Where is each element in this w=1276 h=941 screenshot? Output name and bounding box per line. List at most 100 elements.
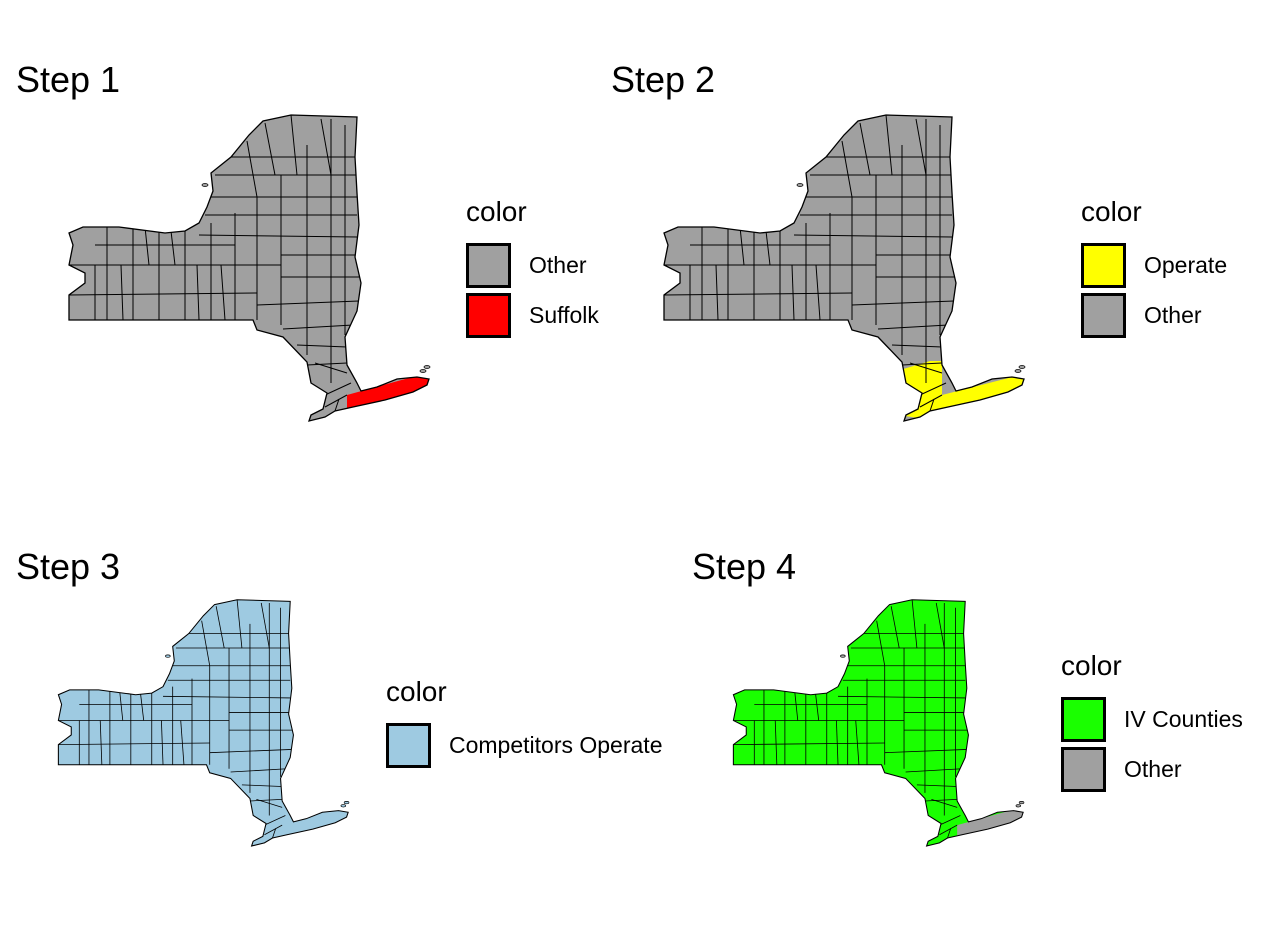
legend-swatch-competitors-operate xyxy=(386,722,431,768)
county-border xyxy=(230,768,288,773)
legend-title: color xyxy=(386,676,447,707)
county-border xyxy=(911,599,918,649)
county-border xyxy=(855,720,860,765)
county-border xyxy=(901,362,943,366)
ny-county-map xyxy=(68,114,431,422)
county-border xyxy=(290,115,298,176)
county-border xyxy=(272,828,277,839)
county-border xyxy=(793,234,953,238)
legend-title: color xyxy=(1061,650,1122,681)
county-border xyxy=(220,264,226,321)
county-border xyxy=(815,693,820,721)
state-fill xyxy=(69,115,429,421)
island xyxy=(1018,801,1025,805)
legend-swatch-other xyxy=(1081,292,1126,338)
county-border xyxy=(715,264,719,321)
county-border xyxy=(215,606,225,649)
island xyxy=(165,654,171,658)
county-border xyxy=(209,749,292,754)
county-border xyxy=(170,230,176,266)
legend-item: Competitors Operate xyxy=(386,720,662,770)
island xyxy=(1018,365,1026,369)
county-border xyxy=(236,599,243,649)
island xyxy=(1014,369,1022,373)
county-border xyxy=(884,749,967,754)
county-border xyxy=(905,768,963,773)
county-border xyxy=(885,115,893,176)
county-border xyxy=(929,398,935,412)
island xyxy=(343,801,350,805)
county-border xyxy=(794,689,799,721)
county-border xyxy=(935,602,945,649)
county-border xyxy=(119,689,124,721)
island xyxy=(340,804,347,808)
legend-item: Other xyxy=(1061,744,1243,794)
county-border xyxy=(916,784,958,787)
county-boundaries xyxy=(58,599,294,839)
legend-title: color xyxy=(466,196,527,227)
county-border xyxy=(765,230,771,266)
county-border xyxy=(320,118,332,176)
state-outline xyxy=(732,599,1024,847)
legend-swatch-suffolk xyxy=(466,292,511,338)
legend: color IV Counties Other xyxy=(1061,652,1243,794)
legend-label: Competitors Operate xyxy=(449,731,663,758)
county-border xyxy=(947,828,952,839)
county-border xyxy=(664,292,853,296)
island xyxy=(423,365,431,369)
county-border xyxy=(877,324,949,330)
county-border xyxy=(876,620,886,666)
county-border xyxy=(739,226,745,266)
county-border xyxy=(256,798,283,808)
county-border xyxy=(890,606,900,649)
legend-swatch-iv-counties xyxy=(1061,696,1106,742)
legend-label: Suffolk xyxy=(529,301,599,328)
panel-title: Step 1 xyxy=(16,59,121,100)
county-border xyxy=(120,264,124,321)
legend-label: Other xyxy=(1144,301,1202,328)
county-border xyxy=(296,344,348,348)
panel-title: Step 3 xyxy=(16,546,121,587)
county-border xyxy=(99,720,103,765)
county-border xyxy=(163,695,291,699)
county-border xyxy=(256,300,360,306)
county-border xyxy=(939,824,958,836)
county-border xyxy=(324,382,352,396)
county-border xyxy=(851,300,955,306)
county-border xyxy=(201,620,211,666)
county-border xyxy=(264,815,286,826)
county-boundaries xyxy=(664,115,956,412)
county-border xyxy=(791,264,795,321)
county-border xyxy=(891,344,943,348)
ny-county-map xyxy=(663,114,1026,422)
island xyxy=(1015,804,1022,808)
highlighted-region xyxy=(898,361,1024,419)
county-border xyxy=(180,720,185,765)
ny-county-map xyxy=(57,599,350,847)
county-boundaries xyxy=(733,599,969,839)
county-boundaries xyxy=(69,115,361,412)
county-border xyxy=(260,602,270,649)
ny-county-map xyxy=(732,599,1025,847)
county-border xyxy=(859,122,871,176)
county-border xyxy=(924,798,958,802)
county-border xyxy=(264,122,276,176)
legend-item: Other xyxy=(466,240,599,290)
county-border xyxy=(838,695,966,699)
legend-item: Operate xyxy=(1081,240,1227,290)
legend-label: Other xyxy=(529,251,587,278)
county-border xyxy=(836,720,839,765)
county-border xyxy=(314,362,348,374)
legend: color Other Suffolk xyxy=(466,198,599,340)
state-fill xyxy=(58,599,349,847)
panel-title: Step 2 xyxy=(611,59,716,100)
state-outline xyxy=(57,599,349,847)
county-border xyxy=(841,140,853,198)
county-border xyxy=(282,324,354,330)
county-border xyxy=(324,394,348,408)
county-border xyxy=(198,234,358,238)
legend-swatch-other xyxy=(1061,746,1106,792)
panel-title: Step 4 xyxy=(692,546,797,587)
legend-label: IV Counties xyxy=(1124,705,1243,732)
county-border xyxy=(306,362,348,366)
